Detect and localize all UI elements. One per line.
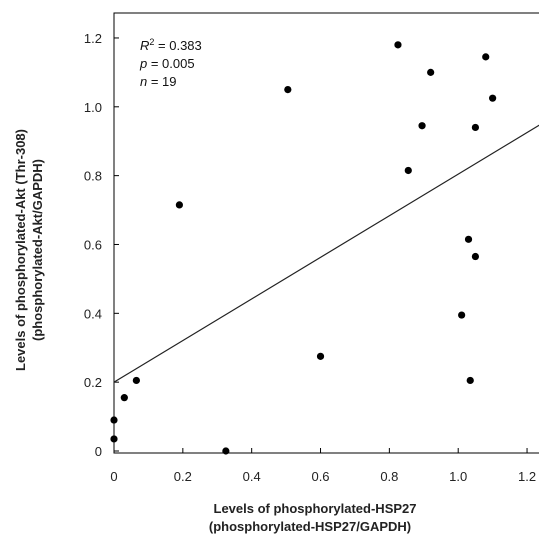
x-tick-label: 1.0: [449, 469, 467, 484]
data-point: [464, 235, 473, 243]
plot-frame: [113, 12, 539, 454]
y-axis-title-line2: (phosphorylated-Akt/GAPDH): [30, 159, 45, 341]
data-point: [394, 41, 402, 49]
y-tick-label: 0.2: [84, 375, 102, 390]
x-tick-label: 0.6: [311, 469, 329, 484]
y-axis-ticks: 0 0.2 0.4 0.6 0.8 1.0 1.2: [84, 31, 119, 459]
x-axis-ticks: 0 0.2 0.4 0.6 0.8 1.0 1.2: [110, 448, 536, 484]
data-point: [471, 252, 480, 261]
y-tick-label: 1.2: [84, 31, 102, 46]
x-axis-title-line1: Levels of phosphorylated-HSP27: [214, 501, 417, 516]
data-point: [489, 94, 497, 102]
data-point: [110, 416, 118, 424]
r-squared-annotation: R2 = 0.383: [140, 37, 202, 53]
x-axis-title-line2: (phosphorylated-HSP27/GAPDH): [209, 519, 411, 534]
data-point: [418, 122, 426, 130]
data-point: [427, 68, 435, 76]
data-point: [471, 123, 480, 132]
n-annotation: n = 19: [140, 74, 177, 89]
regression-line: [113, 124, 539, 383]
p-value-annotation: p = 0.005: [139, 56, 195, 71]
y-tick-label: 0.6: [84, 237, 102, 252]
x-tick-label: 0.2: [174, 469, 192, 484]
data-points: [110, 41, 497, 455]
x-tick-label: 0.8: [380, 469, 398, 484]
data-point: [458, 311, 466, 319]
x-tick-label: 1.2: [518, 469, 536, 484]
y-tick-label: 1.0: [84, 100, 102, 115]
y-axis-title-line1: Levels of phosphorylated-Akt (Thr-308): [13, 129, 28, 371]
x-tick-label: 0: [110, 469, 117, 484]
data-point: [110, 435, 118, 443]
data-point: [316, 352, 325, 360]
data-point: [175, 201, 183, 209]
data-point: [466, 376, 474, 385]
data-point: [120, 394, 128, 402]
data-point: [482, 53, 490, 61]
data-point: [404, 166, 412, 175]
data-point: [222, 447, 230, 455]
data-point: [132, 376, 140, 385]
y-tick-label: 0.8: [84, 169, 102, 184]
y-tick-label: 0: [95, 444, 102, 459]
data-point: [284, 85, 292, 94]
y-tick-label: 0.4: [84, 306, 102, 321]
x-tick-label: 0.4: [243, 469, 261, 484]
